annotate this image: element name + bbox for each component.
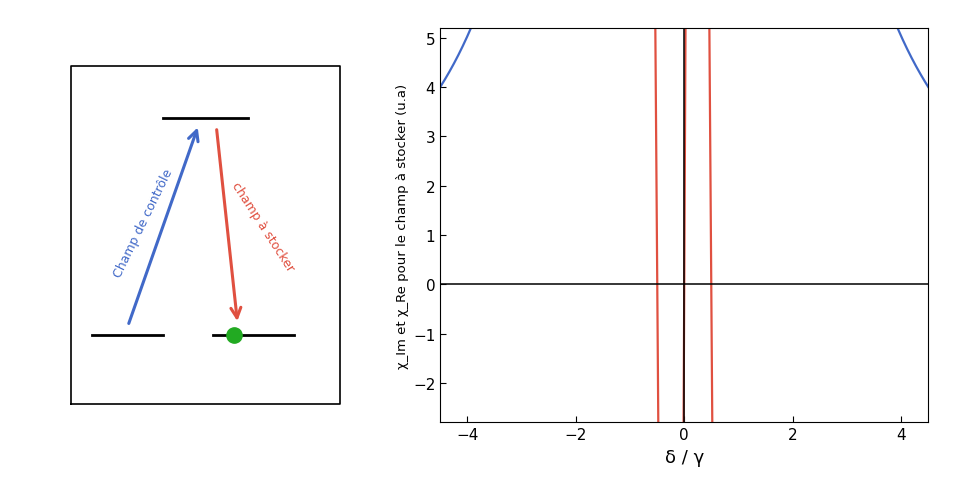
Y-axis label: χ_Im et χ_Re pour le champ à stocker (u.a): χ_Im et χ_Re pour le champ à stocker (u.…: [396, 84, 409, 368]
Text: champ à stocker: champ à stocker: [229, 180, 296, 274]
X-axis label: δ / γ: δ / γ: [664, 448, 704, 466]
Text: Champ de contrôle: Champ de contrôle: [112, 167, 176, 279]
